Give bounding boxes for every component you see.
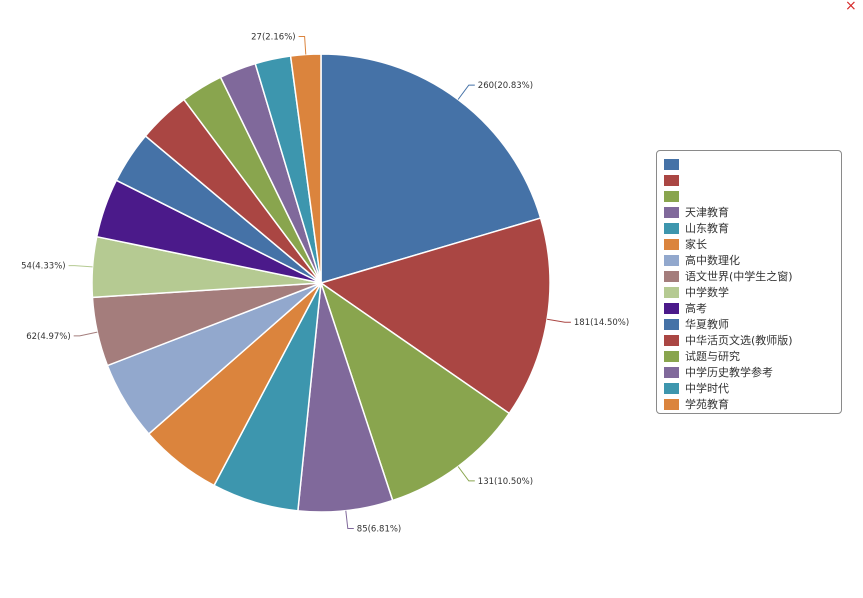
pie-slice-15[interactable] [289, 53, 322, 284]
pie-data-label-1: 181(14.50%) [574, 318, 629, 328]
pie-data-label-15: 27(2.16%) [251, 33, 295, 43]
legend-swatch [664, 254, 679, 266]
legend-swatch [664, 382, 679, 394]
legend-item-15[interactable]: 学苑教育 [664, 396, 835, 412]
pie-slice-2[interactable] [319, 281, 511, 502]
legend-swatch [664, 158, 679, 170]
legend-label: 中学时代 [685, 382, 729, 395]
legend-item-3[interactable]: 天津教育 [664, 204, 835, 220]
legend-item-6[interactable]: 高中数理化 [664, 252, 835, 268]
close-icon[interactable]: × [845, 0, 857, 14]
legend-label: 华夏教师 [685, 318, 729, 331]
legend-item-12[interactable]: 试题与研究 [664, 348, 835, 364]
pie-label-connector-7 [73, 331, 98, 337]
legend-swatch [664, 398, 679, 410]
legend-label: 语文世界(中学生之窗) [685, 270, 793, 283]
legend-swatch [664, 222, 679, 234]
legend-label: 高考 [685, 302, 707, 315]
legend-swatch [664, 174, 679, 186]
legend-swatch [664, 190, 679, 202]
legend-swatch [664, 238, 679, 250]
legend-label: 中华活页文选(教师版) [685, 334, 793, 347]
pie-label-connector-0 [457, 84, 475, 100]
legend-item-7[interactable]: 语文世界(中学生之窗) [664, 268, 835, 284]
legend-swatch [664, 334, 679, 346]
legend-swatch [664, 206, 679, 218]
pie-labels: 260(20.83%) 181(14.50%) 131(10.50%) 85(6.81… [21, 33, 629, 535]
legend-swatch [664, 270, 679, 282]
pie-label-connector-8 [68, 265, 93, 268]
pie-label-connector-3 [345, 510, 354, 529]
pie-data-label-7: 62(4.97%) [26, 332, 70, 342]
legend-item-8[interactable]: 中学数学 [664, 284, 835, 300]
legend-label: 中学数学 [685, 286, 729, 299]
legend-item-14[interactable]: 中学时代 [664, 380, 835, 396]
legend-label: 学苑教育 [685, 398, 729, 411]
pie-label-connector-2 [457, 466, 475, 482]
pie-data-label-0: 260(20.83%) [478, 81, 533, 91]
legend-item-4[interactable]: 山东教育 [664, 220, 835, 236]
legend-item-0[interactable] [664, 156, 835, 172]
legend-swatch [664, 318, 679, 330]
legend-swatch [664, 350, 679, 362]
legend-item-10[interactable]: 华夏教师 [664, 316, 835, 332]
chart-legend: 天津教育山东教育家长高中数理化语文世界(中学生之窗) 中学数学高考华夏教师中华活页… [656, 150, 842, 414]
legend-swatch [664, 286, 679, 298]
pie-slice-1[interactable] [319, 217, 551, 415]
legend-item-9[interactable]: 高考 [664, 300, 835, 316]
legend-label: 试题与研究 [685, 350, 740, 363]
legend-label: 家长 [685, 238, 707, 251]
legend-swatch [664, 366, 679, 378]
legend-item-11[interactable]: 中华活页文选(教师版) [664, 332, 835, 348]
legend-item-2[interactable] [664, 188, 835, 204]
pie-slices [91, 53, 551, 513]
legend-label: 中学历史教学参考 [685, 366, 773, 379]
pie-data-label-3: 85(6.81%) [357, 525, 401, 535]
legend-label: 高中数理化 [685, 254, 740, 267]
legend-item-5[interactable]: 家长 [664, 236, 835, 252]
legend-label: 天津教育 [685, 206, 729, 219]
pie-slice-0[interactable] [320, 53, 542, 285]
legend-label: 山东教育 [685, 222, 729, 235]
pie-data-label-2: 131(10.50%) [478, 477, 533, 487]
pie-label-connector-15 [298, 36, 307, 55]
legend-swatch [664, 302, 679, 314]
legend-item-13[interactable]: 中学历史教学参考 [664, 364, 835, 380]
pie-label-connector-1 [547, 318, 571, 323]
legend-item-1[interactable] [664, 172, 835, 188]
pie-data-label-8: 54(4.33%) [21, 262, 65, 272]
